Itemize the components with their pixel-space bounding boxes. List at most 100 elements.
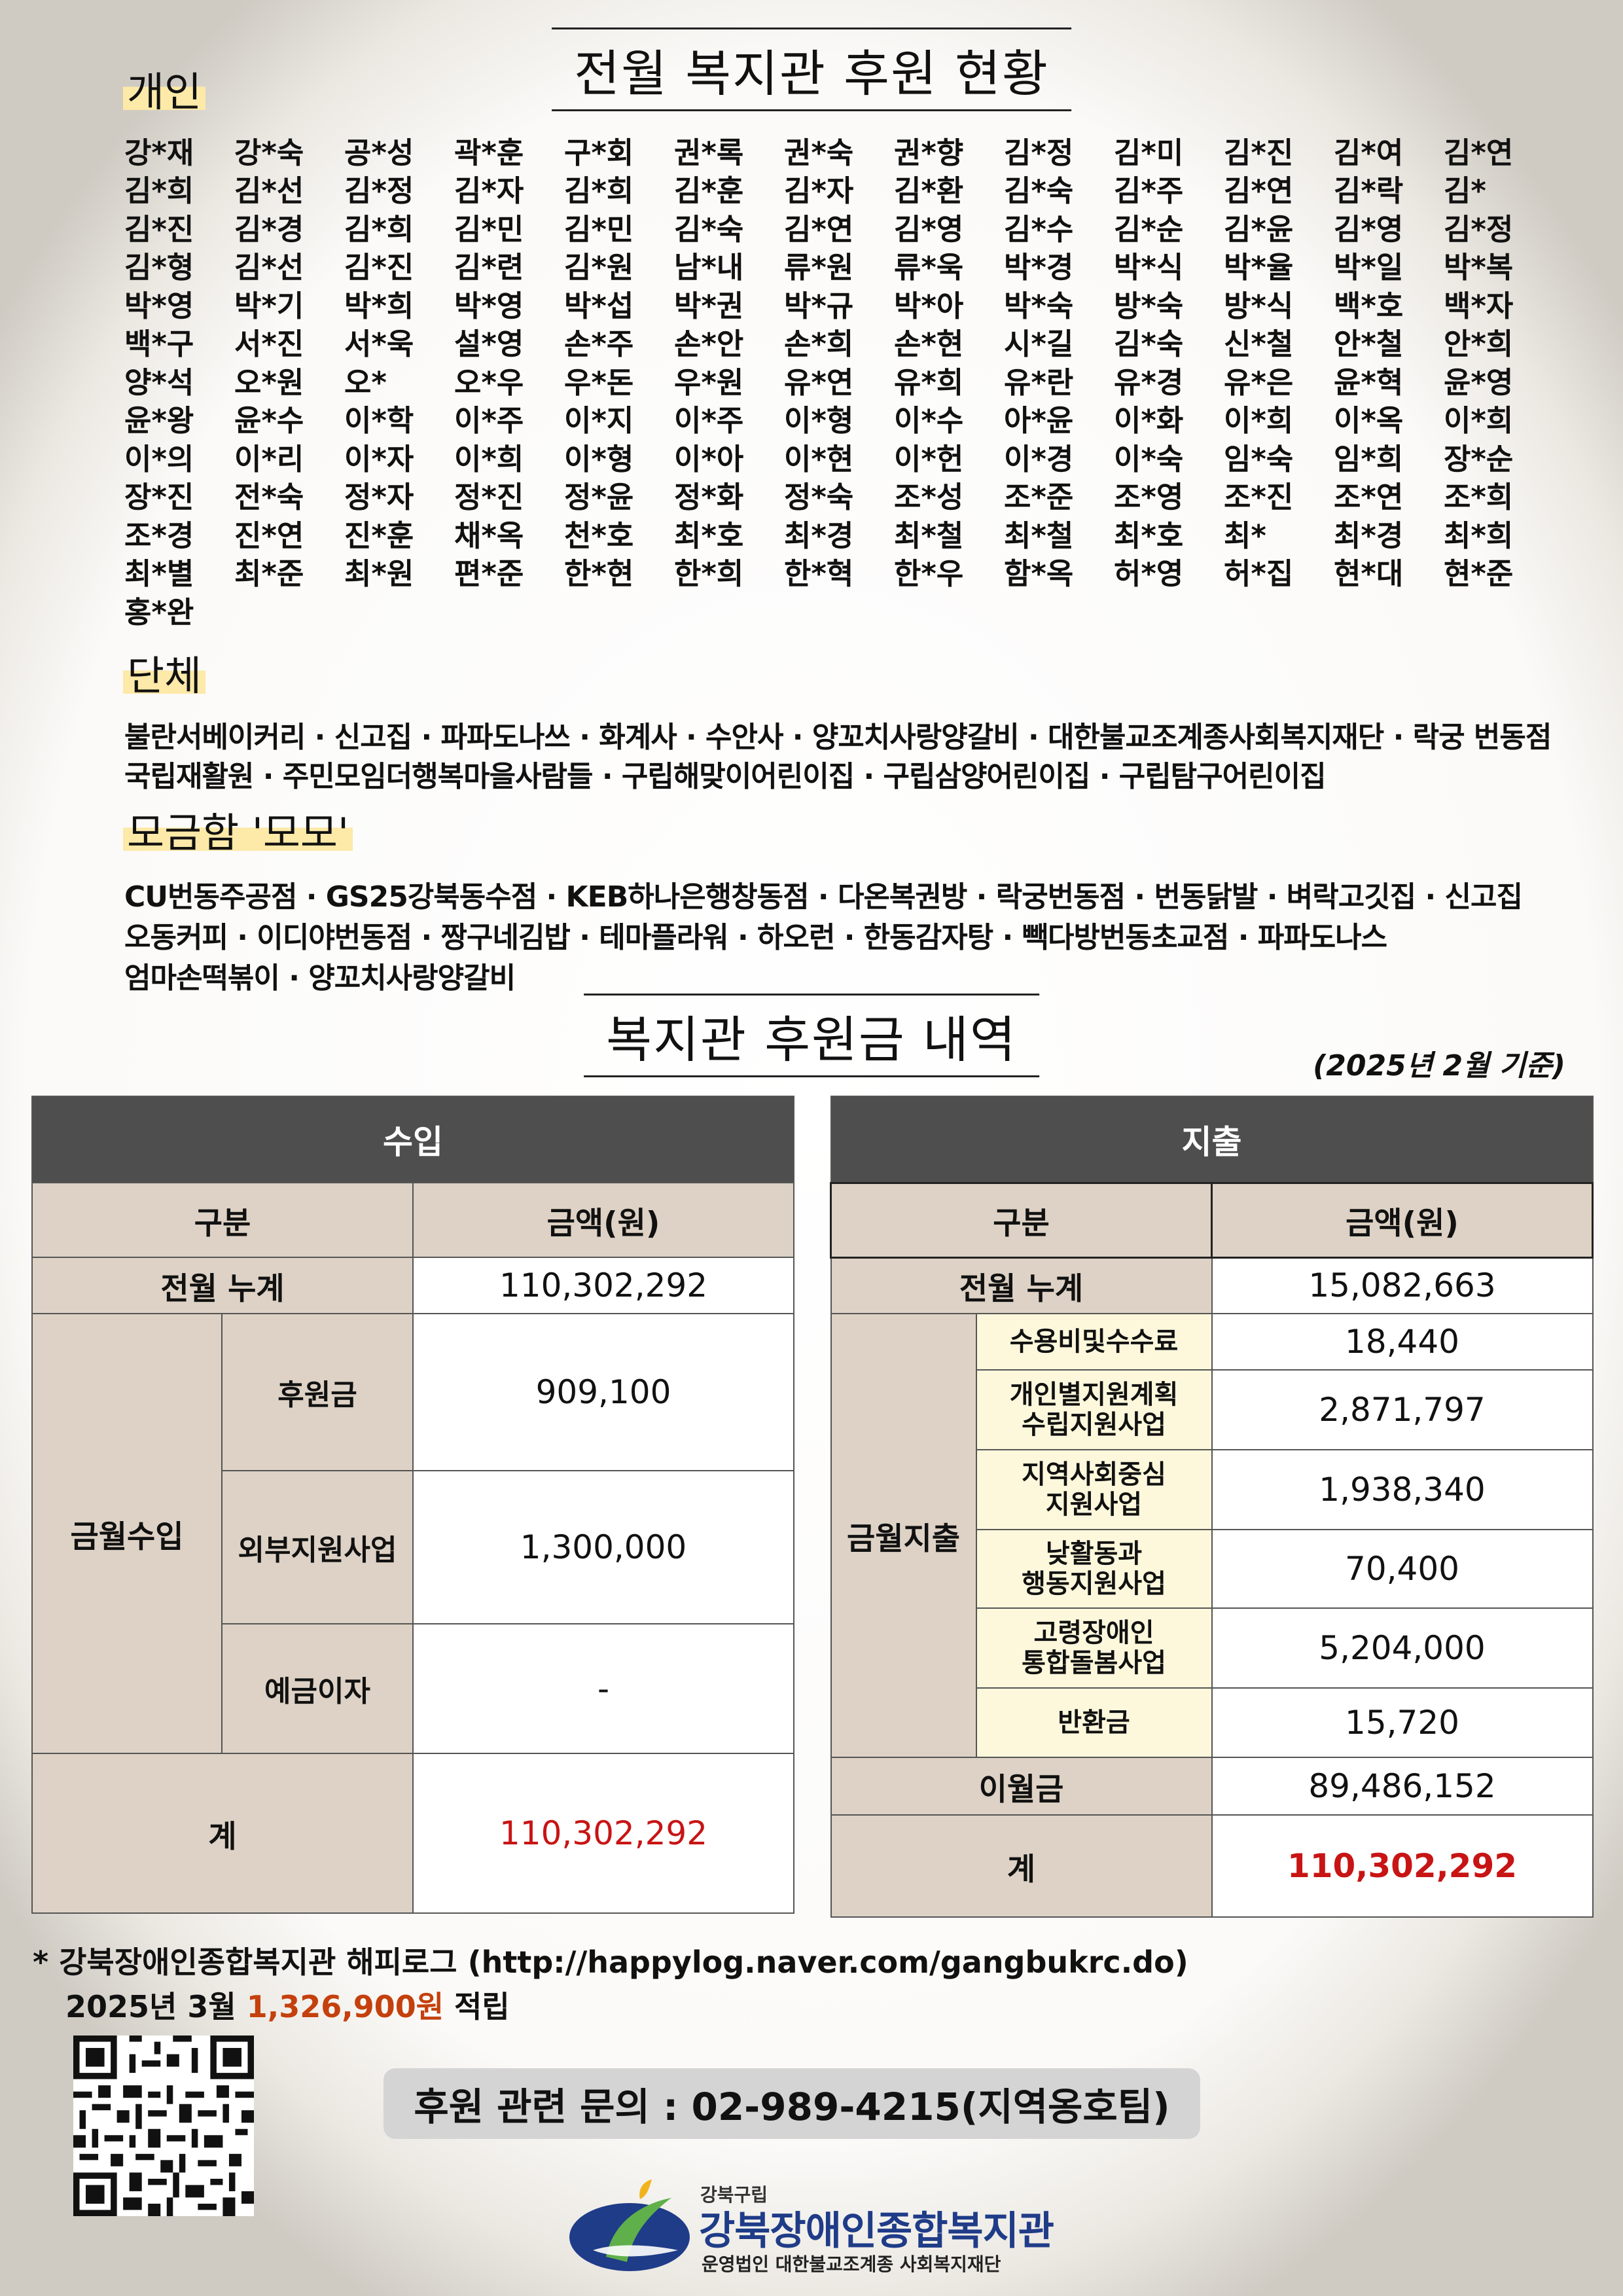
donor-name: 최*경 xyxy=(784,518,854,553)
donor-name: 박*복 xyxy=(1444,250,1514,285)
donor-name: 김*훈 xyxy=(674,173,744,209)
donor-name: 박*기 xyxy=(234,288,304,323)
section-heading-individual: 개인 xyxy=(123,71,206,113)
expense-table: 지출 구분 금액(원) 전월 누계 15,082,663 금월지출 수용비및수수… xyxy=(830,1096,1594,1918)
donor-name: 진*훈 xyxy=(344,518,414,553)
donor-name: 윤*혁 xyxy=(1334,365,1404,400)
donor-name: 오*원 xyxy=(234,365,304,400)
income-col-category: 구분 xyxy=(31,1182,414,1258)
expense-item-value: 15,720 xyxy=(1211,1687,1594,1758)
donor-name: 김*영 xyxy=(1334,211,1404,247)
group-donors-line-1: 불란서베이커리 · 신고집 · 파파도나쓰 · 화계사 · 수안사 · 양꼬치사… xyxy=(124,721,1552,754)
donor-name: 이*지 xyxy=(564,403,634,439)
donor-name: 김*희 xyxy=(344,211,414,247)
donor-name: 정*화 xyxy=(674,480,744,515)
donor-name: 김*연 xyxy=(1444,135,1514,170)
donor-name: 서*진 xyxy=(234,327,304,362)
donor-name: 이*경 xyxy=(1004,441,1074,476)
donor-name: 이*희 xyxy=(1444,403,1514,439)
expense-item-label: 개인별지원계획 수립지원사업 xyxy=(975,1369,1213,1450)
donor-name: 최*철 xyxy=(1004,518,1074,553)
expense-group-label: 금월지출 xyxy=(830,1313,977,1758)
donor-name: 조*성 xyxy=(894,480,964,515)
donor-name: 이*희 xyxy=(1224,403,1294,439)
donor-name: 곽*훈 xyxy=(454,135,524,170)
donor-name: 이*형 xyxy=(564,441,634,476)
donor-name: 김*숙 xyxy=(1004,173,1074,209)
donor-name: 이*의 xyxy=(124,441,194,476)
expense-item-label: 낮활동과 행동지원사업 xyxy=(975,1529,1213,1609)
donor-name: 유*란 xyxy=(1004,365,1074,400)
donor-name: 오* xyxy=(344,365,387,400)
donor-name: 방*숙 xyxy=(1114,288,1184,323)
donor-name: 이*리 xyxy=(234,441,304,476)
happylog-accumulation: 2025년 3월 1,326,900원 적립 xyxy=(65,1983,510,2026)
expense-item-label: 지역사회중심 지원사업 xyxy=(975,1449,1213,1530)
donor-name: 정*진 xyxy=(454,480,524,515)
donor-name: 이*자 xyxy=(344,441,414,476)
donor-name-row: 김*진 김*경 김*희 김*민 김*민 김*숙 김*연 김*영 김*수 김*순 김*윤 김*영 김*정 xyxy=(124,207,1564,247)
income-item-value: 1,300,000 xyxy=(412,1470,795,1624)
donor-name: 김*진 xyxy=(1224,135,1294,170)
donor-name: 최*별 xyxy=(124,556,194,592)
donor-name: 한*우 xyxy=(894,556,964,592)
donor-name: 한*혁 xyxy=(784,556,854,592)
donor-name: 박*일 xyxy=(1334,250,1404,285)
income-total-value: 110,302,292 xyxy=(412,1753,795,1914)
donor-name: 유*은 xyxy=(1224,365,1294,400)
donor-name: 강*숙 xyxy=(234,135,304,170)
happylog-note: * 강북장애인종합복지관 해피로그 (http://happylog.naver… xyxy=(33,1945,1188,1980)
donor-name: 이*희 xyxy=(454,441,524,476)
income-item-label: 외부지원사업 xyxy=(221,1470,414,1624)
donor-name-row: 이*의 이*리 이*자 이*희 이*형 이*아 이*현 이*헌 이*경 이*숙 임*숙 임*희 장*순 xyxy=(124,437,1564,476)
donor-name: 김*자 xyxy=(454,173,524,209)
donor-name: 김*여 xyxy=(1334,135,1404,170)
qr-code-icon[interactable] xyxy=(73,2036,254,2216)
donor-name: 조*영 xyxy=(1114,480,1184,515)
donor-name: 이*숙 xyxy=(1114,441,1184,476)
donor-name: 현*준 xyxy=(1444,556,1514,592)
donor-name: 김*순 xyxy=(1114,211,1184,247)
donor-name: 권*숙 xyxy=(784,135,854,170)
donor-name: 김* xyxy=(1444,173,1486,209)
donor-name: 진*연 xyxy=(234,518,304,553)
donor-name: 이*주 xyxy=(674,403,744,439)
donor-name-row: 김*형 김*선 김*진 김*련 김*원 남*내 류*원 류*욱 박*경 박*식 박*율 박*일 박*복 xyxy=(124,246,1564,285)
donor-name: 양*석 xyxy=(124,365,194,400)
section-heading-collection-box: 모금함 '모모' xyxy=(123,812,353,854)
donor-name: 김*련 xyxy=(454,250,524,285)
donor-name: 김*연 xyxy=(1224,173,1294,209)
donor-name: 류*욱 xyxy=(894,250,964,285)
donor-name: 박*숙 xyxy=(1004,288,1074,323)
donor-name: 김*정 xyxy=(344,173,414,209)
donor-name: 김*민 xyxy=(564,211,634,247)
donor-name: 이*주 xyxy=(454,403,524,439)
donor-name: 정*윤 xyxy=(564,480,634,515)
donor-name: 박*경 xyxy=(1004,250,1074,285)
donor-name: 김*연 xyxy=(784,211,854,247)
donor-name: 한*현 xyxy=(564,556,634,592)
donor-name: 한*희 xyxy=(674,556,744,592)
donor-name: 김*정 xyxy=(1004,135,1074,170)
donor-name-row: 윤*왕 윤*수 이*학 이*주 이*지 이*주 이*형 이*수 아*윤 이*화 이*희 이*옥 이*희 xyxy=(124,399,1564,438)
donor-name: 유*경 xyxy=(1114,365,1184,400)
donor-name: 최*준 xyxy=(234,556,304,592)
donor-name: 최*철 xyxy=(894,518,964,553)
expense-total-label: 계 xyxy=(830,1814,1213,1918)
expense-item-label: 반환금 xyxy=(975,1687,1213,1758)
donor-name-row: 강*재 강*숙 공*성 곽*훈 구*회 권*록 권*숙 권*향 김*정 김*미 김*진 김*여 김*연 xyxy=(124,131,1564,170)
donor-name: 김*환 xyxy=(894,173,964,209)
donor-name-row: 양*석 오*원 오* 오*우 우*돈 우*원 유*연 유*희 유*란 유*경 유*은 윤*혁 윤*영 xyxy=(124,361,1564,400)
donor-name: 함*옥 xyxy=(1004,556,1074,592)
donor-name: 시*길 xyxy=(1004,327,1074,362)
expense-item-value: 5,204,000 xyxy=(1211,1607,1594,1689)
expense-prev-value: 15,082,663 xyxy=(1211,1257,1594,1314)
donor-name: 안*희 xyxy=(1444,327,1514,362)
expense-item-label: 고령장애인 통합돌봄사업 xyxy=(975,1607,1213,1689)
donor-name: 구*회 xyxy=(564,135,634,170)
donor-name: 박*아 xyxy=(894,288,964,323)
donor-name: 최* xyxy=(1224,518,1266,553)
donor-name: 이*화 xyxy=(1114,403,1184,439)
donor-name: 박*규 xyxy=(784,288,854,323)
donor-name: 윤*영 xyxy=(1444,365,1514,400)
